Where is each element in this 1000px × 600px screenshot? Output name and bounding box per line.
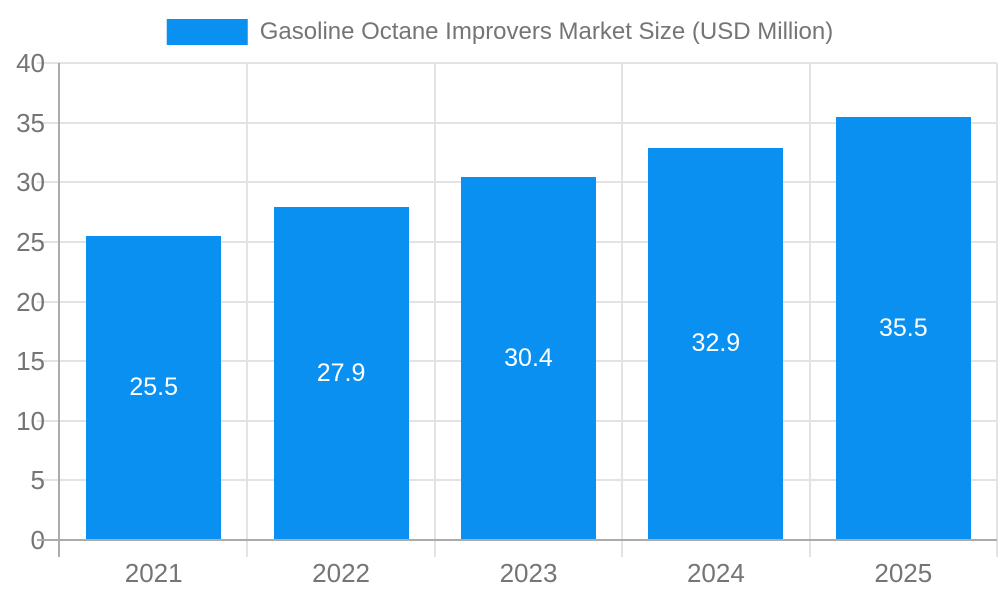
bar-2022[interactable]: 27.9 bbox=[273, 207, 409, 540]
y-tick-label-25: 25 bbox=[16, 226, 45, 257]
x-tick-label-2021: 2021 bbox=[124, 558, 183, 588]
y-tick-label-20: 20 bbox=[16, 286, 45, 317]
x-tick-label-2022: 2022 bbox=[312, 558, 371, 588]
x-tick-label-2023: 2023 bbox=[499, 558, 558, 588]
gridline-h-35 bbox=[37, 121, 997, 124]
y-tick-label-15: 15 bbox=[16, 346, 45, 377]
legend-swatch[interactable] bbox=[166, 19, 248, 45]
bar-value-label-2025: 35.5 bbox=[878, 313, 928, 342]
bar-2024[interactable]: 32.9 bbox=[648, 147, 784, 540]
y-tick-label-40: 40 bbox=[16, 48, 45, 78]
bar-value-label-2024: 32.9 bbox=[691, 329, 741, 358]
x-tick-label-2025: 2025 bbox=[874, 558, 933, 588]
y-axis-line bbox=[58, 63, 60, 557]
y-tick-label-5: 5 bbox=[30, 465, 45, 496]
y-tick-label-35: 35 bbox=[16, 107, 45, 138]
legend[interactable]: Gasoline Octane Improvers Market Size (U… bbox=[166, 18, 834, 46]
gridline-v-2 bbox=[433, 63, 436, 557]
legend-label: Gasoline Octane Improvers Market Size (U… bbox=[259, 18, 834, 45]
x-axis-line bbox=[37, 539, 997, 541]
bar-2021[interactable]: 25.5 bbox=[86, 235, 222, 540]
gridline-v-4 bbox=[808, 63, 811, 557]
gridline-v-1 bbox=[246, 63, 249, 557]
bar-value-label-2022: 27.9 bbox=[316, 359, 366, 388]
gridline-v-5 bbox=[996, 63, 998, 557]
gridline-h-40 bbox=[37, 62, 997, 64]
y-tick-label-10: 10 bbox=[16, 405, 45, 436]
y-tick-label-30: 30 bbox=[16, 167, 45, 198]
bar-2023[interactable]: 30.4 bbox=[461, 177, 596, 540]
bar-value-label-2021: 25.5 bbox=[129, 373, 179, 402]
bar-2025[interactable]: 35.5 bbox=[835, 116, 971, 540]
x-tick-label-2024: 2024 bbox=[686, 558, 745, 588]
bar-value-label-2023: 30.4 bbox=[504, 344, 553, 373]
gridline-v-3 bbox=[621, 63, 624, 557]
